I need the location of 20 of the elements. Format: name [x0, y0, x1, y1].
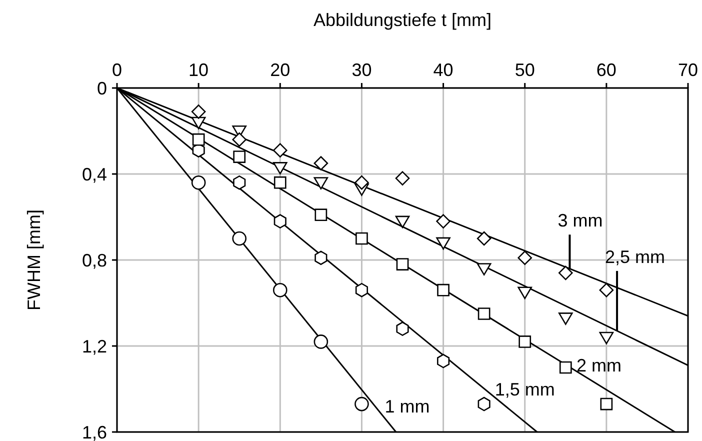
y-tick-label: 0,8 — [82, 250, 107, 270]
x-tick-label: 50 — [514, 60, 535, 80]
annotation: 1,5 mm — [494, 379, 555, 400]
y-axis-title: FWHM [mm] — [24, 210, 44, 310]
annotation: 3 mm — [558, 210, 603, 231]
x-tick-label: 60 — [596, 60, 616, 80]
annotation: 1 mm — [384, 396, 430, 416]
x-tick-label: 70 — [678, 60, 698, 80]
y-tick-label: 1,6 — [82, 422, 107, 441]
y-tick-label: 1,2 — [82, 336, 107, 356]
y-tick-label: 0 — [96, 78, 107, 98]
x-tick-label: 30 — [352, 60, 372, 80]
annotation: 2,5 mm — [605, 246, 666, 267]
x-axis-title: Abbildungstiefe t [mm] — [313, 10, 492, 30]
annotation: 2 mm — [576, 356, 622, 376]
x-tick-label: 10 — [188, 60, 209, 80]
x-tick-label: 0 — [112, 60, 122, 80]
x-tick-label: 20 — [270, 60, 290, 80]
x-tick-label: 40 — [433, 60, 454, 80]
y-tick-label: 0,4 — [82, 164, 107, 184]
